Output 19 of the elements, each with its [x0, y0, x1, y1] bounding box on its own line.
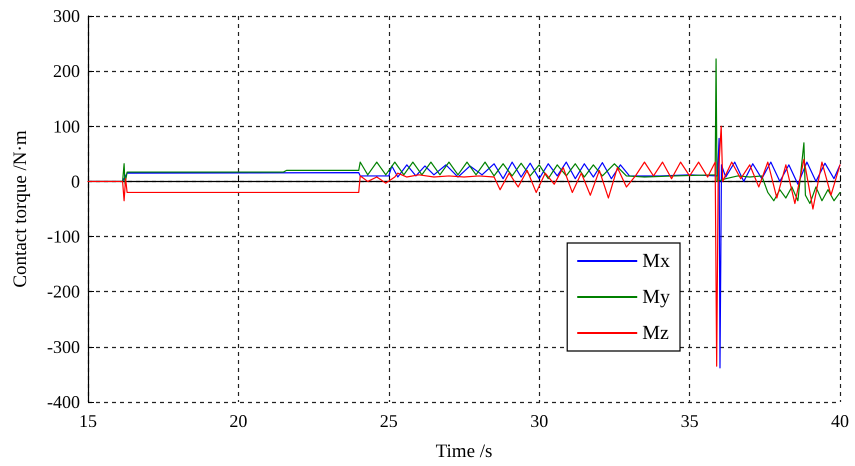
y-tick-label: -200 — [47, 282, 80, 302]
y-tick-label: -100 — [47, 226, 80, 247]
x-tick-label: 15 — [79, 411, 97, 431]
y-axis-title: Contact torque /N·m — [10, 130, 31, 288]
legend-label: Mx — [642, 250, 670, 272]
legend-label: Mz — [642, 322, 669, 344]
x-tick-label: 20 — [229, 411, 248, 431]
x-tick-label: 40 — [831, 411, 849, 431]
x-tick-label: 25 — [380, 411, 398, 431]
y-tick-label: 0 — [71, 171, 80, 192]
legend-label: My — [642, 286, 670, 308]
y-tick-label: 200 — [53, 61, 80, 82]
y-tick-label: 300 — [53, 6, 80, 26]
y-tick-label: -300 — [47, 336, 80, 357]
y-tick-label: -400 — [47, 392, 80, 412]
x-tick-label: 30 — [530, 411, 548, 431]
y-tick-label: 100 — [53, 116, 80, 136]
x-tick-label: 35 — [680, 411, 699, 431]
x-axis-title: Time /s — [436, 441, 492, 462]
